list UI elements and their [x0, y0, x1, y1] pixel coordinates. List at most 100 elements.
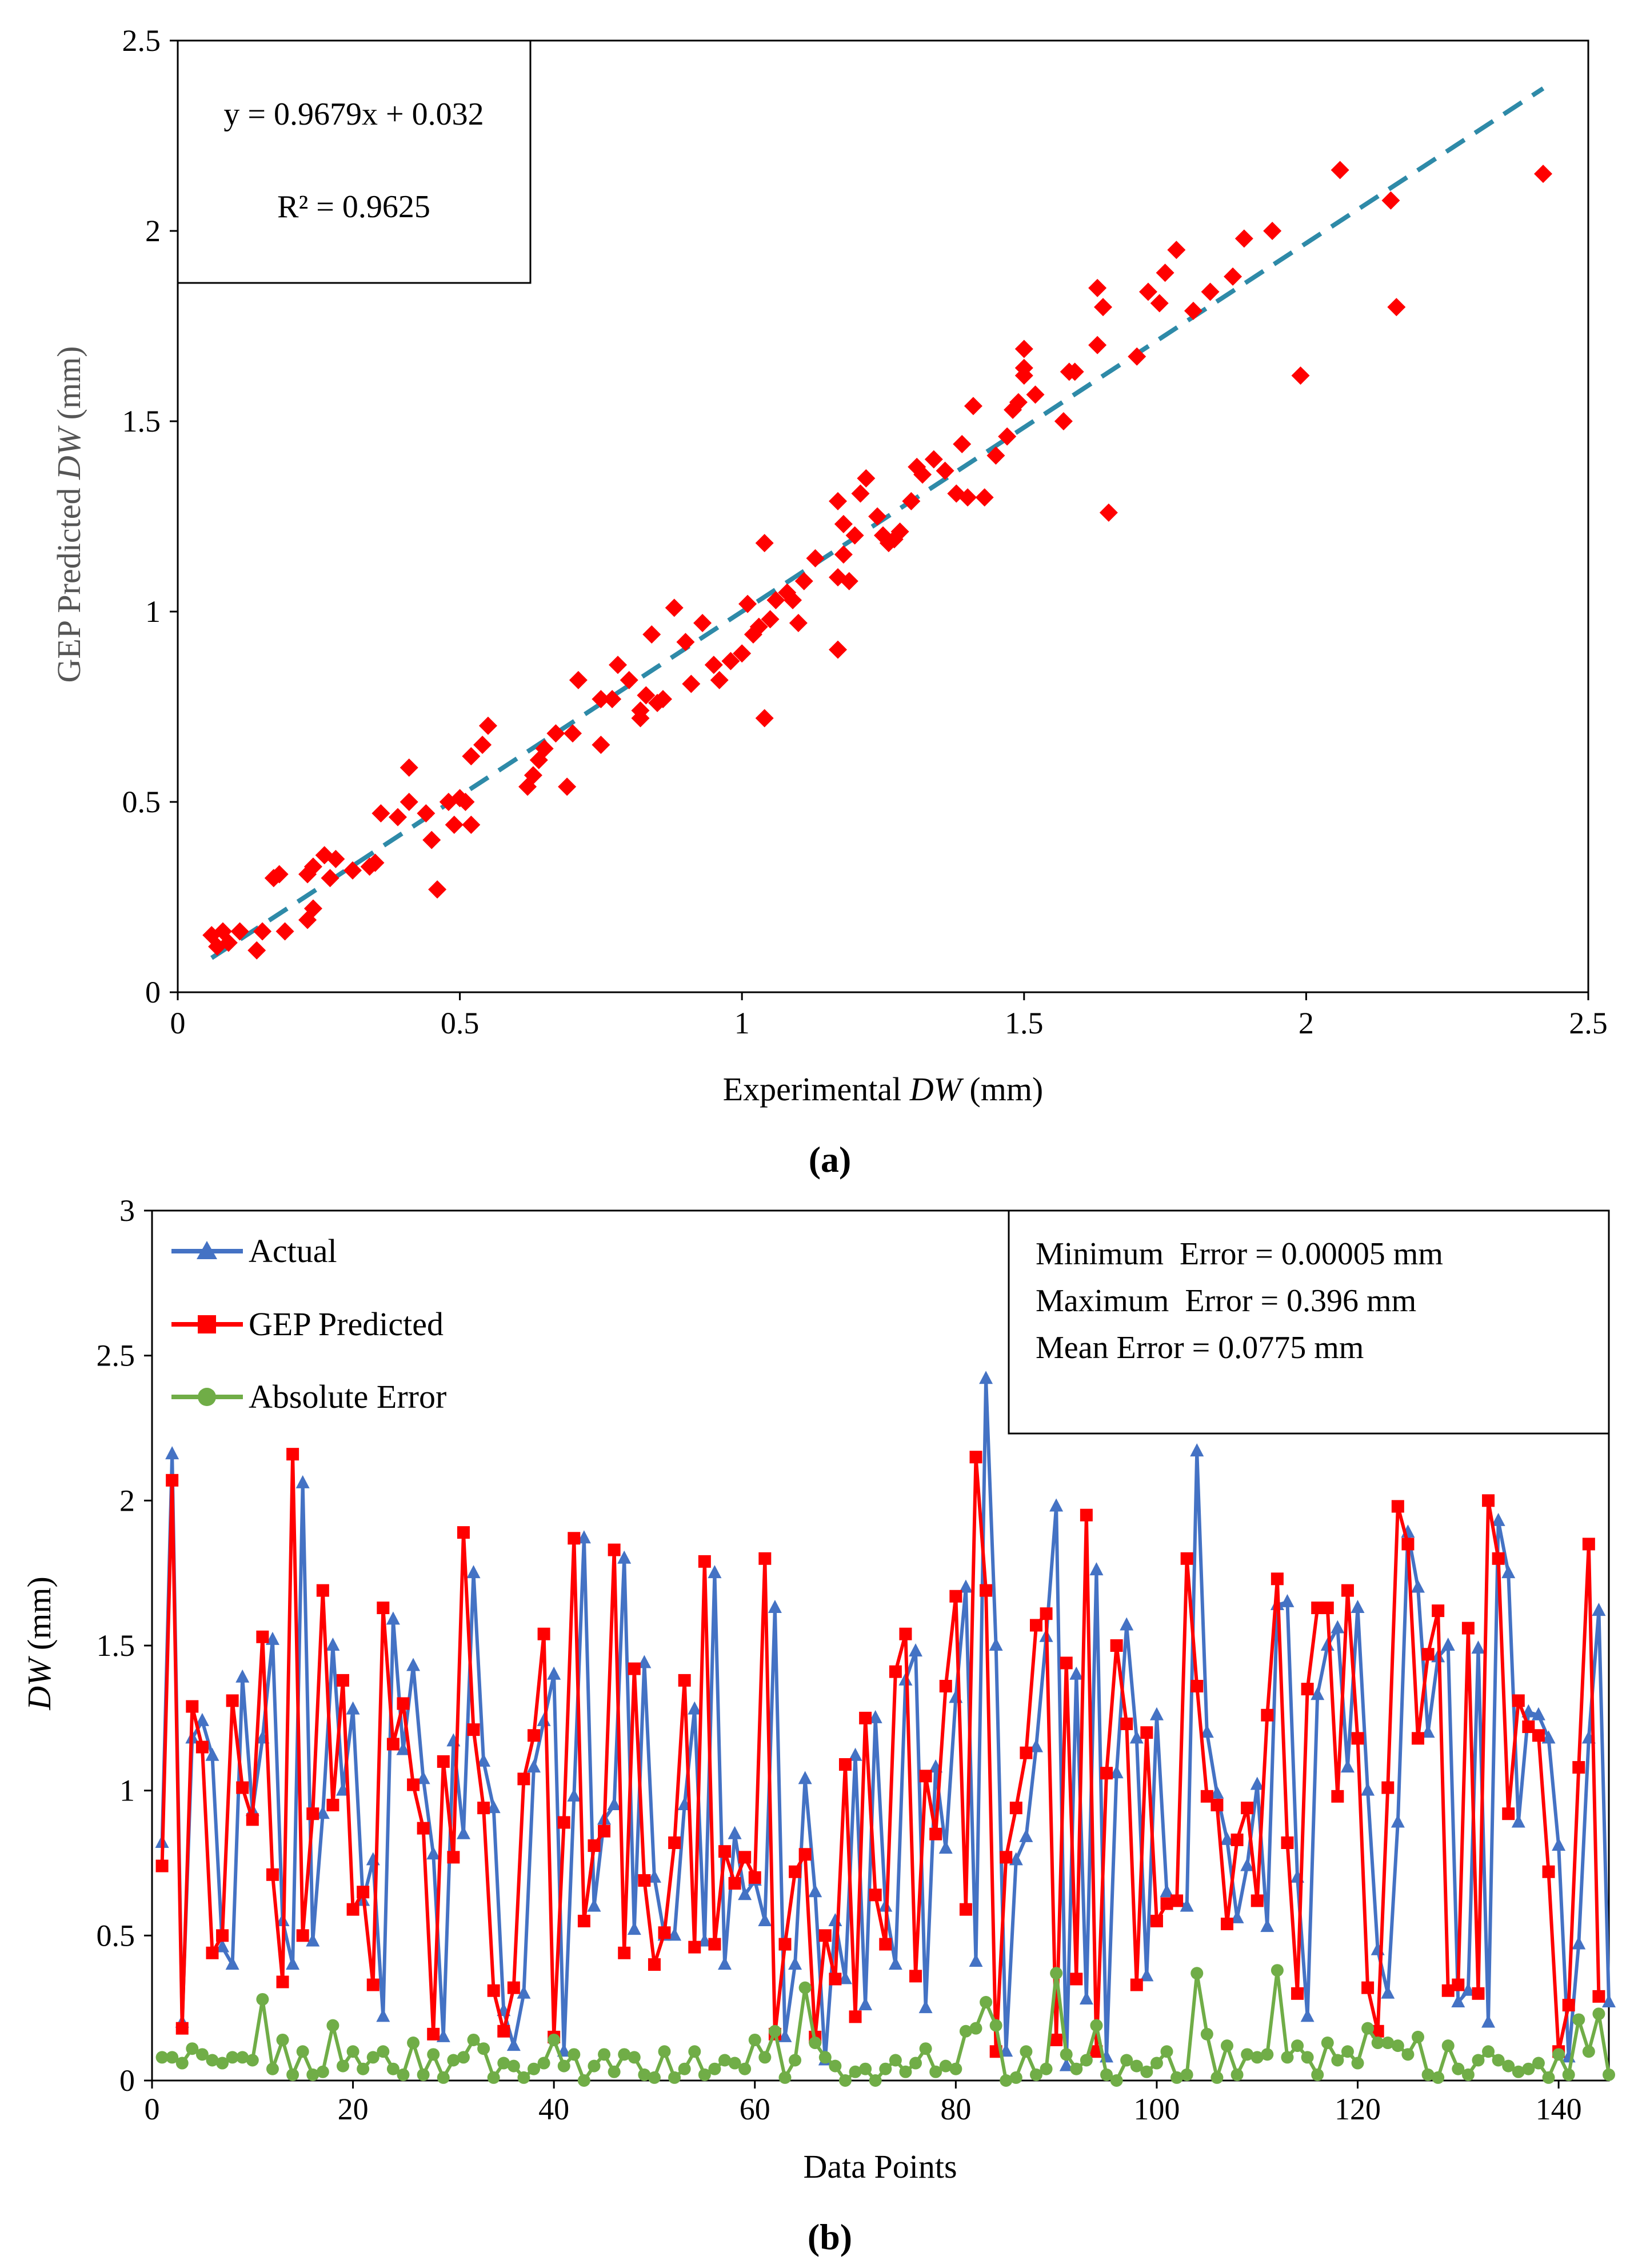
scatter-point	[1009, 393, 1028, 412]
data-point-gep-predicted	[859, 1711, 872, 1724]
x-tick-label-b: 60	[740, 2092, 770, 2126]
data-point-actual	[396, 1742, 410, 1755]
data-point-actual	[1019, 1828, 1033, 1842]
data-point-actual	[265, 1631, 279, 1645]
data-point-gep-predicted	[216, 1929, 229, 1942]
data-point-gep-predicted	[899, 1627, 912, 1640]
data-point-absolute-error	[980, 1996, 993, 2009]
data-point-gep-predicted	[608, 1543, 621, 1556]
data-point-absolute-error	[1301, 2051, 1314, 2064]
scatter-point	[343, 861, 362, 880]
data-point-actual	[1079, 1991, 1093, 2005]
data-point-actual	[768, 1600, 782, 1614]
legend-item-actual: Actual	[171, 1232, 337, 1269]
data-point-gep-predicted	[598, 1824, 611, 1838]
scatter-point	[1099, 503, 1118, 522]
data-point-gep-predicted	[1100, 1767, 1113, 1780]
data-point-actual	[758, 1912, 772, 1926]
data-point-absolute-error	[1603, 2068, 1615, 2081]
scatter-point	[936, 461, 954, 480]
data-point-gep-predicted	[738, 1851, 752, 1864]
data-point-actual	[1501, 1565, 1516, 1579]
data-point-absolute-error	[306, 2068, 319, 2081]
data-point-absolute-error	[728, 2057, 741, 2070]
data-point-gep-predicted	[1009, 1802, 1022, 1815]
scatter-point	[958, 488, 977, 507]
data-point-absolute-error	[548, 2033, 561, 2046]
data-point-gep-predicted	[1321, 1602, 1334, 1615]
data-point-actual	[326, 1638, 340, 1651]
data-point-absolute-error	[748, 2033, 761, 2046]
data-point-gep-predicted	[206, 1946, 219, 1959]
data-point-absolute-error	[648, 2071, 661, 2084]
data-point-gep-predicted	[166, 1474, 179, 1487]
data-point-gep-predicted	[688, 1940, 701, 1954]
scatter-point	[546, 724, 565, 743]
data-point-gep-predicted	[648, 1958, 661, 1971]
data-point-gep-predicted	[306, 1807, 319, 1820]
data-point-actual	[537, 1712, 551, 1726]
data-point-absolute-error	[386, 2062, 399, 2075]
y-tick-label-b: 0	[119, 2063, 135, 2098]
data-point-absolute-error	[1040, 2062, 1053, 2075]
data-point-absolute-error	[357, 2062, 370, 2075]
data-point-gep-predicted	[758, 1552, 772, 1565]
data-point-absolute-error	[296, 2045, 309, 2058]
data-point-actual	[306, 1933, 320, 1947]
scatter-point	[1094, 298, 1113, 317]
data-point-gep-predicted	[1472, 1987, 1485, 2000]
data-point-gep-predicted	[588, 1839, 601, 1852]
data-point-gep-predicted	[1220, 1918, 1233, 1931]
data-point-actual	[788, 1956, 802, 1970]
data-point-absolute-error	[377, 2045, 390, 2058]
data-point-absolute-error	[1391, 2039, 1404, 2053]
data-point-actual	[1552, 1838, 1566, 1851]
data-point-actual	[1069, 1666, 1084, 1680]
data-point-absolute-error	[1200, 2027, 1213, 2041]
data-point-gep-predicted	[959, 1903, 972, 1916]
series-actual	[155, 1371, 1616, 2071]
data-point-gep-predicted	[186, 1700, 199, 1713]
data-point-actual	[225, 1956, 239, 1970]
y-tick-label-b: 0.5	[97, 1918, 135, 1952]
axis-ticks-a	[170, 39, 1589, 1000]
data-point-actual	[577, 1530, 591, 1544]
data-point-gep-predicted	[708, 1938, 721, 1951]
data-point-absolute-error	[1291, 2039, 1304, 2053]
data-point-actual	[567, 1788, 581, 1802]
legend-label-gep-predicted: GEP Predicted	[249, 1305, 444, 1343]
data-point-absolute-error	[1472, 2054, 1485, 2067]
scatter-point	[975, 488, 994, 507]
data-point-absolute-error	[477, 2042, 490, 2055]
data-point-absolute-error	[337, 2059, 350, 2073]
data-point-actual	[477, 1753, 491, 1767]
data-point-absolute-error	[1552, 2048, 1565, 2061]
data-point-actual	[738, 1887, 752, 1900]
scatter-point	[851, 484, 870, 503]
data-point-gep-predicted	[889, 1665, 902, 1678]
data-point-gep-predicted	[1502, 1807, 1515, 1820]
scatter-point	[794, 572, 813, 590]
data-point-absolute-error	[1160, 2045, 1173, 2058]
data-point-gep-predicted	[577, 1914, 590, 1927]
scatter-point	[653, 690, 672, 709]
data-point-actual	[506, 2038, 521, 2051]
data-point-absolute-error	[849, 2065, 862, 2078]
data-point-gep-predicted	[778, 1938, 792, 1951]
data-point-absolute-error	[1029, 2068, 1042, 2081]
data-point-absolute-error	[517, 2071, 530, 2084]
data-point-absolute-error	[1231, 2068, 1244, 2081]
data-point-gep-predicted	[1311, 1602, 1324, 1615]
scatter-point	[834, 514, 853, 533]
data-point-gep-predicted	[507, 1981, 520, 1994]
scatter-chart-panel-a: 0 0.5 1 1.5 2 2.5 0 0.5 1 1.5 2 2.5 y = 0.9679x + …	[50, 23, 1608, 1180]
data-point-actual	[838, 1971, 852, 1984]
data-point-absolute-error	[598, 2048, 611, 2061]
scatter-point	[303, 899, 322, 918]
data-point-gep-predicted	[1542, 1865, 1555, 1878]
data-point-actual	[989, 1638, 1003, 1651]
max-error-text: Maximum Error = 0.396 mm	[1036, 1283, 1416, 1319]
data-point-actual	[637, 1655, 652, 1668]
data-point-absolute-error	[1190, 1967, 1204, 1980]
series-line-gep-predicted	[160, 1452, 1601, 2054]
